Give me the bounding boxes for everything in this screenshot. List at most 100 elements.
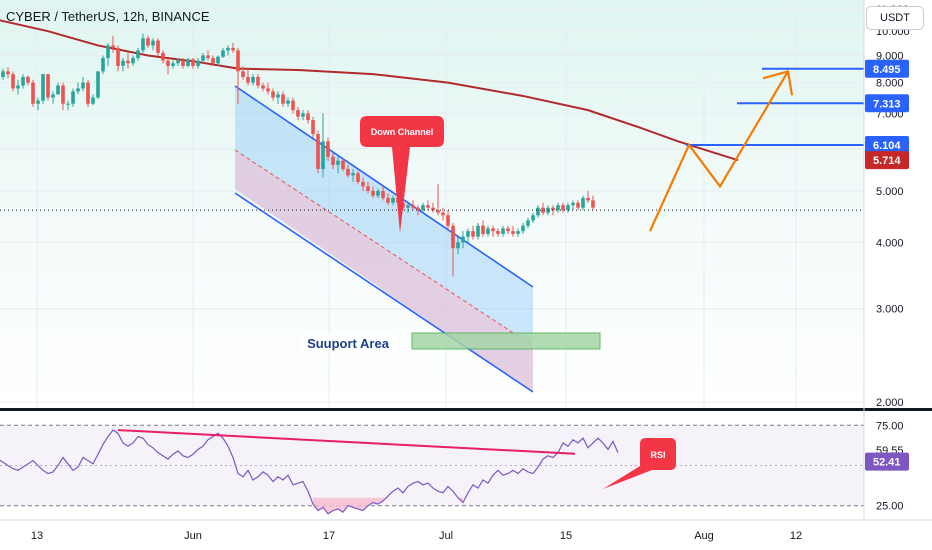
- price-badge-label: 8.495: [873, 64, 901, 76]
- candle-body: [26, 76, 30, 83]
- price-badge: 6.104: [865, 135, 909, 154]
- candle-body: [321, 141, 325, 169]
- candle-body: [556, 205, 560, 211]
- candle-body: [426, 205, 430, 208]
- candle-body: [281, 94, 285, 104]
- symbol-title[interactable]: CYBER / TetherUS, 12h, BINANCE: [6, 9, 210, 24]
- projection-path: [648, 70, 789, 232]
- candle-body: [86, 82, 90, 104]
- rsi-value-badge: 52.41: [865, 452, 909, 471]
- candle-body: [76, 88, 80, 92]
- price-tick-label: 3.000: [876, 304, 904, 316]
- time-tick-label: Jun: [184, 530, 202, 542]
- candle-body: [251, 76, 255, 83]
- candle-body: [141, 38, 145, 51]
- candle-body: [176, 60, 180, 64]
- price-badge-background: [865, 151, 909, 170]
- candle-body: [561, 205, 565, 211]
- annotations: Down Channel Suuport Area: [300, 67, 864, 353]
- rsi-value-badge-background: [865, 452, 909, 471]
- candle-body: [516, 231, 520, 234]
- candle-body: [476, 225, 480, 237]
- candle-body: [246, 76, 250, 83]
- candle-body: [471, 231, 475, 237]
- candle-body: [511, 231, 515, 234]
- candle-body: [576, 202, 580, 208]
- candle-body: [126, 60, 130, 64]
- candle-body: [566, 205, 570, 211]
- candle-body: [61, 85, 65, 104]
- rsi-trendline: [117, 429, 576, 455]
- time-tick-label: Jul: [439, 530, 453, 542]
- candle-body: [341, 160, 345, 169]
- candle-body: [66, 103, 70, 105]
- support-label-background: [300, 333, 396, 353]
- candle-body: [406, 205, 410, 208]
- candle-body: [236, 50, 240, 72]
- time-tick-label: 15: [560, 530, 572, 542]
- candle-body: [51, 94, 55, 98]
- price-tick-label: 5.000: [876, 186, 904, 198]
- candle-body: [366, 186, 370, 191]
- rsi-tick-label: 75.00: [876, 420, 904, 432]
- candle-body: [41, 74, 45, 101]
- price-axis[interactable]: 2.0003.0004.0005.0006.0007.0008.0009.000…: [865, 4, 910, 513]
- candle-body: [271, 91, 275, 98]
- price-badge-label: 5.714: [873, 155, 901, 167]
- time-axis[interactable]: 13 Jun 17 Jul 15 Aug 12: [31, 530, 802, 542]
- channel-mid-line: [234, 149, 534, 347]
- candle-body: [361, 181, 365, 187]
- candle-body: [391, 197, 395, 203]
- pane-separator[interactable]: [0, 408, 932, 411]
- candle-body: [386, 197, 390, 203]
- price-badge-background: [865, 135, 909, 154]
- candle-body: [521, 225, 525, 232]
- time-tick-label: 17: [323, 530, 335, 542]
- down-channel-callout: Down Channel: [360, 116, 444, 233]
- candle-body: [16, 85, 20, 89]
- candle-body: [531, 215, 535, 221]
- rsi-tick-label: 25.00: [876, 501, 904, 513]
- candle-body: [146, 38, 150, 46]
- candle-body: [211, 58, 215, 64]
- candle-body: [441, 212, 445, 216]
- candle-body: [431, 207, 435, 211]
- down-channel-drawing: [234, 85, 601, 393]
- candle-body: [31, 82, 35, 104]
- candle-body: [36, 100, 40, 104]
- candle-body: [381, 190, 385, 198]
- candle-body: [56, 85, 60, 95]
- candle-body: [191, 59, 195, 66]
- price-tick-label: 2.000: [876, 397, 904, 409]
- candle-body: [501, 228, 505, 234]
- candle-body: [96, 71, 100, 98]
- candle-body: [91, 97, 95, 104]
- candle-body: [586, 197, 590, 201]
- candle-body: [541, 207, 545, 213]
- candle-body: [446, 215, 450, 226]
- candle-body: [266, 88, 270, 92]
- candle-body: [356, 173, 360, 182]
- candle-body: [296, 110, 300, 117]
- price-badge: 5.714: [865, 151, 909, 170]
- candle-body: [536, 207, 540, 216]
- candle-body: [456, 242, 460, 249]
- currency-button[interactable]: USDT: [866, 6, 924, 30]
- candle-body: [461, 236, 465, 243]
- rsi-callout: RSI: [603, 438, 676, 489]
- rsi-value-badge-label: 52.41: [873, 457, 901, 469]
- candle-body: [291, 100, 295, 111]
- candle-body: [506, 228, 510, 232]
- candle-body: [286, 100, 290, 104]
- candle-body: [231, 47, 235, 51]
- candle-body: [466, 231, 470, 237]
- time-tick-label: Aug: [694, 530, 714, 542]
- candle-body: [1, 71, 5, 77]
- candle-body: [201, 55, 205, 61]
- candlesticks: [0, 33, 864, 277]
- projection-arrowhead: [762, 69, 794, 96]
- channel-lower-line: [234, 192, 534, 393]
- candle-body: [486, 228, 490, 234]
- price-badge-background: [865, 59, 909, 78]
